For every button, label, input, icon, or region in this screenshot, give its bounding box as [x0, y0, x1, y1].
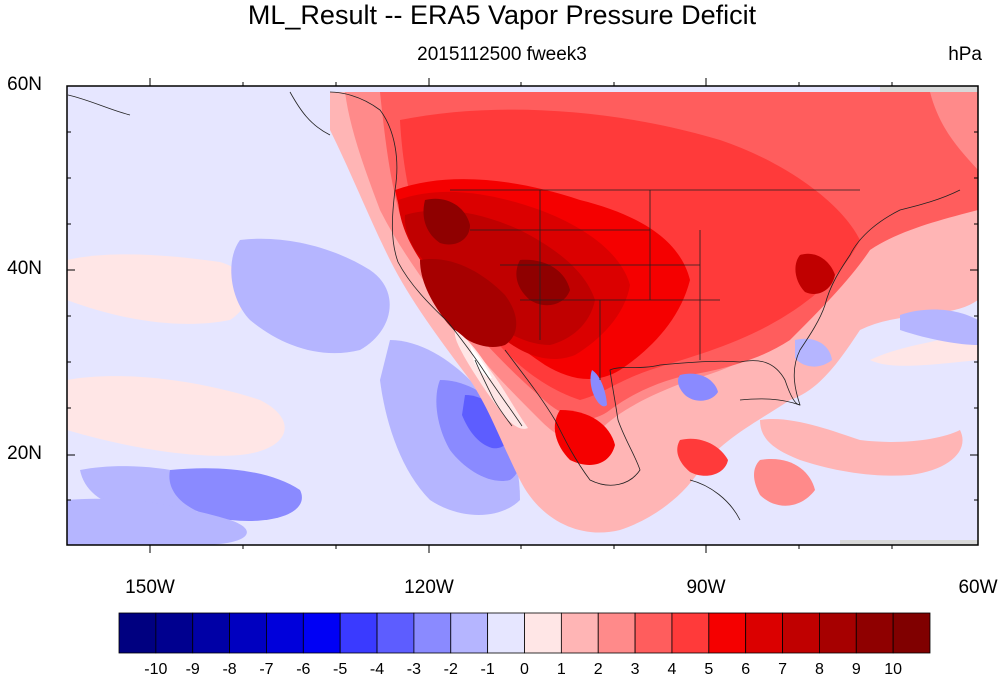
colorbar-tick-label: -1 [480, 661, 495, 678]
colorbar-swatch [671, 612, 710, 654]
colorbar-tick-label: -6 [296, 661, 311, 678]
colorbar-tick-label: 1 [556, 661, 566, 678]
colorbar-tick-label: 0 [520, 661, 529, 678]
colorbar-swatch [782, 612, 820, 654]
colorbar-swatch [192, 612, 230, 654]
colorbar-tick-label: -4 [369, 661, 385, 678]
colorbar-swatch [634, 612, 673, 654]
vpd-field [67, 86, 978, 545]
coastlines [67, 91, 961, 521]
colorbar-tick-label: 8 [814, 661, 824, 678]
colorbar-swatch [155, 612, 194, 654]
colorbar-tick-label: 2 [593, 661, 603, 678]
colorbar-tick-label: -9 [185, 661, 200, 678]
colorbar-tick-label: -2 [443, 661, 458, 678]
colorbar-swatch [118, 612, 157, 654]
map-title: ML_Result -- ERA5 Vapor Pressure Deficit [247, 0, 757, 30]
colorbar-tick-label: -7 [259, 661, 274, 678]
colorbar-tick-label: 9 [851, 661, 861, 678]
colorbar-swatch [487, 612, 525, 654]
lat-tick-label-60n: 60N [7, 74, 42, 95]
colorbar-tick-label: -10 [144, 661, 168, 678]
colorbar-tick-label: 7 [778, 661, 787, 678]
colorbar-swatch [376, 612, 415, 654]
map-subtitle: 2015112500 fweek3 [417, 44, 587, 65]
colorbar-tick-label: -5 [333, 661, 348, 678]
colorbar-tick-label: -3 [406, 661, 422, 678]
lon-tick-label-120w: 120W [404, 577, 454, 598]
lat-tick-label-20n: 20N [7, 443, 42, 464]
colorbar-tick-label: 4 [667, 661, 677, 678]
lat-tick-label-40n: 40N [7, 258, 42, 279]
continental-anomalies [330, 92, 978, 533]
colorbar-swatch [892, 612, 931, 654]
colorbar-tick-label: 6 [741, 661, 751, 678]
lon-tick-label-150w: 150W [125, 577, 175, 598]
colorbar-tick-label: 5 [704, 661, 714, 678]
colorbar-tick-label: 3 [630, 661, 640, 678]
colorbar-swatch [745, 612, 783, 654]
axis-ticks [67, 78, 978, 553]
units-label: hPa [948, 44, 982, 65]
colorbar-swatch [819, 612, 857, 654]
lon-tick-label-60w: 60W [958, 577, 998, 598]
colorbar-swatch [302, 612, 341, 654]
colorbar-swatch [524, 612, 562, 654]
colorbar-swatch [708, 612, 747, 654]
colorbar-swatch [339, 612, 378, 654]
colorbar-swatch [229, 612, 267, 654]
colorbar-swatch [855, 612, 894, 654]
colorbar-swatch [597, 612, 636, 654]
lon-tick-label-90w: 90W [686, 577, 726, 598]
colorbar-swatch [266, 612, 304, 654]
colorbar-tick-label: 10 [884, 661, 903, 678]
colorbar [118, 612, 931, 654]
colorbar-swatch [413, 612, 452, 654]
colorbar-swatch [450, 612, 489, 654]
colorbar-swatch [560, 612, 599, 654]
colorbar-tick-label: -8 [222, 661, 237, 678]
pacific-weak-anomalies [67, 92, 522, 545]
